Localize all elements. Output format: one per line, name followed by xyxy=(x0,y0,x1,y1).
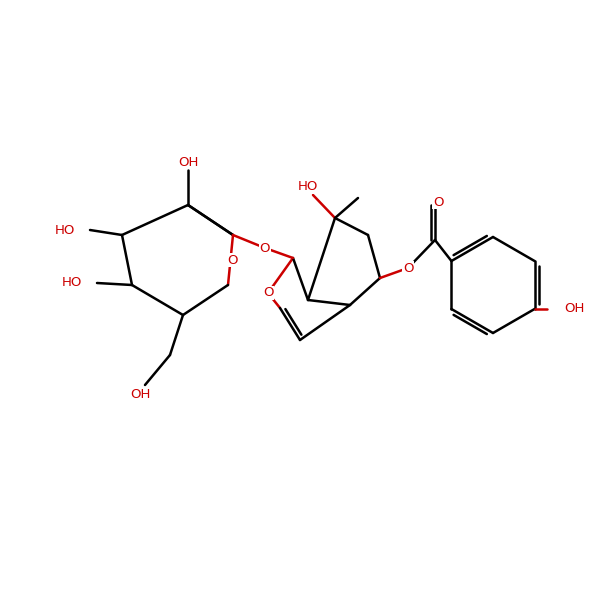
Text: HO: HO xyxy=(298,181,318,193)
Text: HO: HO xyxy=(55,223,75,236)
Text: O: O xyxy=(403,262,413,275)
Text: OH: OH xyxy=(178,155,198,169)
Text: O: O xyxy=(227,253,238,266)
Text: OH: OH xyxy=(130,389,150,401)
Text: O: O xyxy=(260,241,270,254)
Text: O: O xyxy=(433,196,443,208)
Text: HO: HO xyxy=(62,277,82,289)
Text: O: O xyxy=(263,286,273,299)
Text: OH: OH xyxy=(565,302,585,316)
